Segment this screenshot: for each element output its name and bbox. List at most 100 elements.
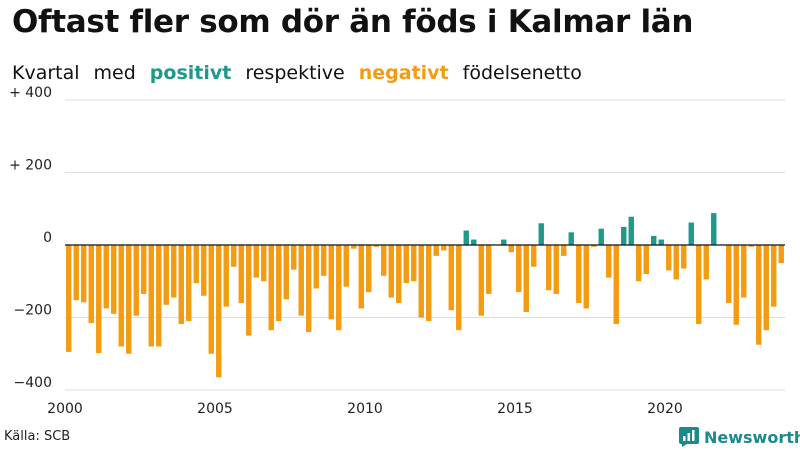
bar-positive — [568, 232, 574, 245]
bar-positive — [688, 222, 694, 245]
bar-negative — [591, 245, 597, 247]
bar-negative — [433, 245, 439, 256]
bar-positive — [711, 213, 717, 245]
bar-negative — [178, 245, 184, 325]
bar-negative — [366, 245, 372, 293]
bar-negative — [73, 245, 79, 301]
x-tick-label: 2000 — [47, 401, 83, 417]
bar-negative — [523, 245, 529, 313]
bar-negative — [201, 245, 207, 296]
x-tick-label: 2015 — [497, 401, 533, 417]
bar-negative — [673, 245, 679, 280]
bar-negative — [118, 245, 124, 347]
bar-negative — [171, 245, 177, 298]
bar-negative — [666, 245, 672, 271]
y-tick-label: + 200 — [9, 158, 52, 174]
bar-negative — [238, 245, 244, 303]
bar-negative — [448, 245, 454, 311]
y-tick-label: + 400 — [9, 85, 52, 101]
subtitle-word-med: med — [93, 62, 136, 84]
bar-negative — [66, 245, 72, 352]
bar-negative — [156, 245, 162, 347]
x-tick-label: 2010 — [347, 401, 383, 417]
bar-negative — [321, 245, 327, 276]
bar-negative — [531, 245, 537, 267]
bar-positive — [538, 223, 544, 245]
bar-negative — [546, 245, 552, 291]
bar-negative — [336, 245, 342, 331]
bar-negative — [88, 245, 94, 323]
bar-positive — [471, 239, 477, 245]
bar-negative — [771, 245, 777, 307]
bar-negative — [298, 245, 304, 316]
bar-negative — [508, 245, 514, 253]
bar-negative — [681, 245, 687, 269]
bar-negative — [343, 245, 349, 287]
bar-negative — [696, 245, 702, 325]
bar-negative — [351, 245, 357, 249]
bar-negative — [276, 245, 282, 322]
bar-negative — [561, 245, 567, 256]
bar-negative — [253, 245, 259, 278]
bar-negative — [456, 245, 462, 331]
bar-negative — [373, 245, 379, 247]
bar-negative — [553, 245, 559, 294]
bar-negative — [358, 245, 364, 309]
bar-negative — [486, 245, 492, 294]
bar-negative — [778, 245, 784, 264]
bar-negative — [426, 245, 432, 322]
bar-negative — [163, 245, 169, 305]
bar-negative — [748, 245, 754, 247]
bar-negative — [516, 245, 522, 293]
bar-negative — [246, 245, 252, 336]
bar-negative — [291, 245, 297, 270]
newsworthy-bar-icon — [679, 427, 699, 447]
newsworthy-logo: Newsworthy — [679, 426, 800, 448]
subtitle-word-positivt: positivt — [149, 62, 232, 84]
bar-positive — [628, 216, 634, 245]
bar-negative — [606, 245, 612, 278]
bar-negative — [756, 245, 762, 345]
subtitle-word-kvartal: Kvartal — [12, 62, 80, 84]
subtitle-word-fodelsenetto: födelsenetto — [462, 62, 582, 84]
bar-negative — [268, 245, 274, 331]
x-tick-label: 2020 — [647, 401, 683, 417]
bar-negative — [576, 245, 582, 303]
bar-negative — [193, 245, 199, 284]
bar-negative — [763, 245, 769, 331]
bar-negative — [613, 245, 619, 325]
bar-positive — [621, 226, 627, 246]
subtitle-word-negativt: negativt — [358, 62, 449, 84]
bar-negative — [441, 245, 447, 251]
y-tick-label: 0 — [43, 230, 52, 246]
bar-negative — [381, 245, 387, 276]
bar-negative — [96, 245, 102, 354]
bar-negative — [126, 245, 132, 354]
bar-negative — [133, 245, 139, 316]
bar-negative — [418, 245, 424, 318]
subtitle-word-respektive: respektive — [245, 62, 345, 84]
bar-positive — [651, 235, 657, 245]
bar-negative — [583, 245, 589, 309]
x-tick-label: 2005 — [197, 401, 233, 417]
bar-negative — [111, 245, 117, 314]
bar-negative — [313, 245, 319, 289]
bar-negative — [306, 245, 312, 332]
bar-negative — [186, 245, 192, 322]
bar-negative — [403, 245, 409, 284]
bar-negative — [261, 245, 267, 282]
bar-negative — [636, 245, 642, 282]
bar-negative — [208, 245, 214, 354]
brand-name: Newsworthy — [704, 427, 800, 447]
bar-negative — [726, 245, 732, 303]
bar-negative — [103, 245, 109, 309]
bar-positive — [501, 239, 507, 245]
bar-negative — [733, 245, 739, 325]
bar-negative — [148, 245, 154, 347]
bar-negative — [703, 245, 709, 280]
chart-title: Oftast fler som dör än föds i Kalmar län — [12, 4, 694, 40]
bar-negative — [741, 245, 747, 298]
bar-negative — [396, 245, 402, 303]
bar-negative — [643, 245, 649, 274]
